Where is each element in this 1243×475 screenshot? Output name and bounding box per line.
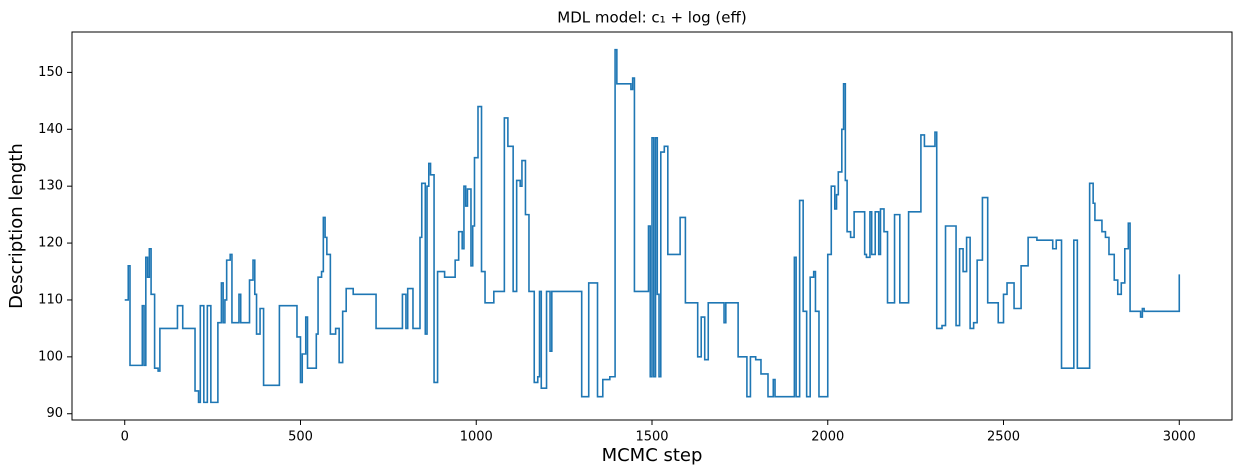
y-tick-label: 140 bbox=[38, 122, 63, 137]
y-tick-label: 120 bbox=[38, 236, 63, 251]
y-tick-label: 110 bbox=[38, 292, 63, 307]
y-tick-label: 130 bbox=[38, 179, 63, 194]
y-tick-label: 100 bbox=[38, 349, 63, 364]
x-tick-label: 1500 bbox=[635, 430, 668, 445]
y-tick-label: 90 bbox=[46, 406, 63, 421]
y-axis-label: Description length bbox=[6, 143, 27, 309]
x-tick-label: 2500 bbox=[987, 430, 1020, 445]
x-tick-label: 0 bbox=[121, 430, 129, 445]
x-tick-label: 1000 bbox=[460, 430, 493, 445]
chart-title: MDL model: c₁ + log (eff) bbox=[557, 9, 746, 27]
y-tick-label: 150 bbox=[38, 65, 63, 80]
x-tick-label: 2000 bbox=[811, 430, 844, 445]
x-axis-label: MCMC step bbox=[602, 445, 703, 466]
data-line bbox=[124, 48, 1181, 404]
plot-frame bbox=[71, 31, 1233, 421]
x-tick-label: 500 bbox=[288, 430, 313, 445]
x-tick-label: 3000 bbox=[1163, 430, 1196, 445]
